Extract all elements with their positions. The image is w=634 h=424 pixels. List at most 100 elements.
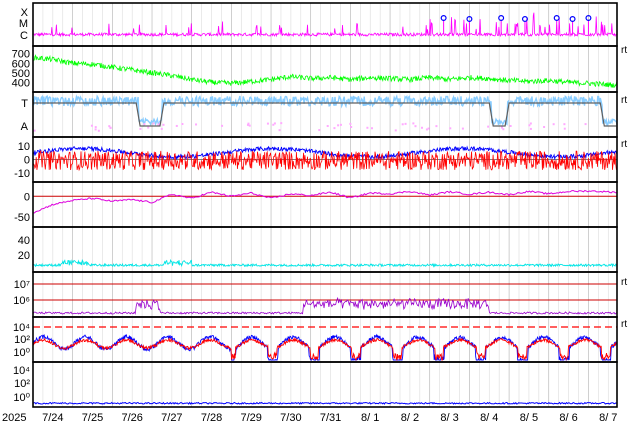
proton-ytick-label: 10²	[14, 334, 30, 346]
mag-point	[175, 124, 178, 127]
mag-point	[333, 127, 336, 130]
speed-ytick-label: 400	[12, 77, 30, 89]
date-tick-label: 8/ 6	[559, 412, 577, 424]
mag-point	[502, 128, 505, 131]
mag-point	[461, 127, 464, 130]
mag-point	[326, 125, 329, 128]
flare-marker	[569, 16, 576, 23]
mag-point	[160, 127, 163, 130]
date-tick-label: 8/ 3	[440, 412, 458, 424]
flare-ytick-label: X	[21, 7, 29, 19]
panel-frame	[32, 181, 618, 228]
date-tick-label: 7/29	[240, 412, 261, 424]
bz-ytick-label: 0	[24, 155, 30, 167]
flare-marker	[553, 15, 560, 22]
flare-marker	[521, 16, 528, 23]
electron-ytick-label: 10⁷	[14, 279, 30, 291]
mag-point	[350, 125, 353, 128]
mag-point	[147, 126, 150, 129]
mag-point	[427, 127, 430, 130]
panel-frame	[32, 361, 618, 408]
side-tag: rt	[621, 139, 627, 150]
mag-point	[366, 126, 369, 129]
date-tick-label: 7/27	[161, 412, 182, 424]
mag-point	[339, 123, 342, 126]
date-tick-label: 7/25	[82, 412, 103, 424]
angle-ytick-label: 0	[24, 191, 30, 203]
date-tick-label: 8/ 4	[480, 412, 498, 424]
mag-point	[449, 127, 452, 130]
proton-high-ytick-label: 10⁰	[13, 392, 30, 404]
mag-point	[412, 122, 415, 125]
flare-marker	[466, 16, 473, 23]
proton-high-series-line	[32, 401, 618, 405]
density-ytick-label: 20	[18, 250, 30, 262]
electron-ytick-label: 10⁶	[13, 295, 30, 307]
mag-point	[414, 125, 417, 128]
mag-point	[563, 127, 566, 130]
mag-point	[162, 123, 165, 126]
date-tick-label: 7/30	[280, 412, 301, 424]
date-tick-label: 7/24	[42, 412, 63, 424]
flare-marker	[498, 15, 505, 22]
mag-point	[487, 125, 490, 128]
date-tick-label: 8/ 5	[520, 412, 538, 424]
proton-high-ytick-label: 10⁴	[13, 365, 30, 377]
mag-point	[247, 122, 250, 125]
mag-point	[143, 123, 146, 126]
mag-point	[420, 126, 423, 129]
mag-point	[195, 123, 198, 126]
mag-point	[318, 129, 321, 132]
mag-point	[529, 122, 532, 125]
mag-point	[528, 124, 531, 127]
mag-point	[404, 122, 407, 125]
mag-point	[97, 129, 100, 132]
mag-point	[108, 125, 111, 128]
mag-point	[94, 126, 97, 129]
date-tick-label: 7/26	[121, 412, 142, 424]
mag-point	[157, 123, 160, 126]
mag-point	[221, 124, 224, 127]
mag-point	[246, 123, 249, 126]
mag-point	[109, 126, 112, 129]
speed-ytick-label: 600	[12, 58, 30, 70]
angle-ytick-label: -50	[14, 212, 30, 224]
mag-point	[401, 123, 404, 126]
axis-labels: XMC700600500400TA100-100-50402010⁷10⁶10⁴…	[2, 7, 627, 424]
mag-point	[33, 129, 36, 132]
proton-ytick-label: 10⁰	[13, 347, 30, 359]
mag-point	[552, 123, 555, 126]
density-ytick-label: 40	[18, 235, 30, 247]
mag-point	[563, 123, 566, 126]
mag-point	[90, 124, 93, 127]
side-tag: rt	[621, 319, 627, 330]
flare-ytick-label: C	[20, 30, 28, 42]
mag-point	[94, 128, 97, 131]
proton-high-ytick-label: 10²	[14, 378, 30, 390]
electron-series-line	[32, 296, 618, 315]
mag-point	[248, 124, 251, 127]
panel-frame	[32, 271, 618, 318]
proton-series-line	[32, 337, 618, 362]
date-tick-label: 8/ 7	[599, 412, 617, 424]
mag-point	[139, 127, 142, 130]
year-label: 2025	[2, 412, 26, 424]
mag-point	[394, 129, 397, 132]
flare-ytick-label: M	[19, 18, 28, 30]
bz-ytick-label: 10	[18, 141, 30, 153]
side-tag: rt	[621, 95, 627, 106]
proton-ytick-label: 10⁴	[13, 322, 30, 334]
speed-ytick-label: 500	[12, 68, 30, 80]
mag-point	[278, 129, 281, 132]
mag-point	[500, 126, 503, 129]
mag-series-line	[32, 94, 618, 128]
flare-series-line	[32, 12, 618, 38]
flare-marker	[440, 15, 447, 22]
mag-point	[273, 122, 276, 125]
mag-point	[349, 122, 352, 125]
series-layer	[32, 12, 618, 405]
mag-point	[425, 128, 428, 131]
mag-ytick-label: A	[21, 121, 29, 133]
mag-point	[181, 122, 184, 125]
